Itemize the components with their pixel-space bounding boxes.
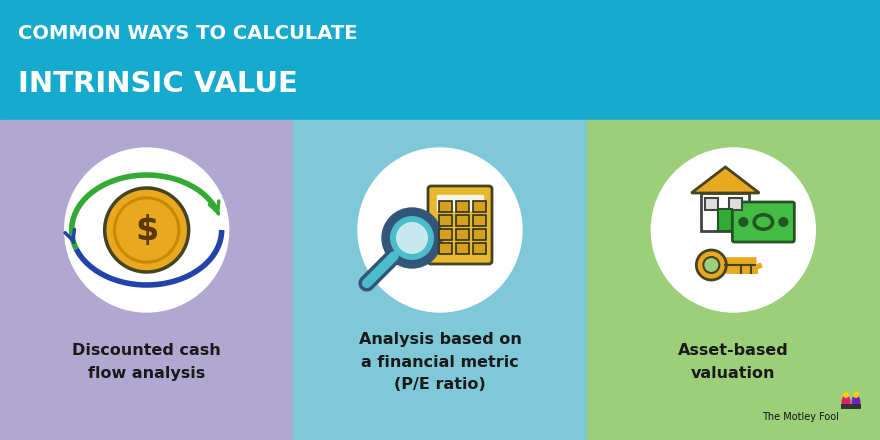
Circle shape bbox=[853, 392, 859, 398]
Bar bbox=[456, 201, 469, 212]
Bar bbox=[456, 215, 469, 226]
Circle shape bbox=[117, 200, 177, 260]
FancyBboxPatch shape bbox=[428, 186, 492, 264]
Bar bbox=[0, 0, 880, 120]
Circle shape bbox=[105, 188, 188, 272]
Circle shape bbox=[738, 217, 748, 227]
FancyBboxPatch shape bbox=[732, 202, 795, 242]
Circle shape bbox=[114, 197, 180, 263]
Bar bbox=[456, 229, 469, 240]
Ellipse shape bbox=[852, 395, 861, 409]
Polygon shape bbox=[692, 167, 759, 193]
Ellipse shape bbox=[841, 395, 850, 409]
Bar bbox=[456, 243, 469, 254]
Bar bbox=[439, 201, 452, 212]
Bar bbox=[439, 215, 452, 226]
Bar bbox=[701, 193, 750, 231]
Bar bbox=[473, 229, 486, 240]
Ellipse shape bbox=[756, 216, 771, 227]
Text: COMMON WAYS TO CALCULATE: COMMON WAYS TO CALCULATE bbox=[18, 24, 357, 43]
Text: Asset-based
valuation: Asset-based valuation bbox=[678, 343, 788, 381]
Bar bbox=[439, 229, 452, 240]
Text: The Motley Fool: The Motley Fool bbox=[762, 412, 839, 422]
Bar bbox=[473, 243, 486, 254]
Circle shape bbox=[390, 216, 434, 260]
Circle shape bbox=[843, 392, 849, 398]
Circle shape bbox=[358, 148, 522, 312]
Bar bbox=[706, 198, 718, 210]
Bar bbox=[730, 198, 743, 210]
Circle shape bbox=[651, 148, 816, 312]
Bar bbox=[293, 120, 587, 440]
Bar bbox=[718, 209, 732, 231]
Text: $: $ bbox=[135, 213, 158, 246]
Circle shape bbox=[64, 148, 229, 312]
Circle shape bbox=[396, 222, 428, 254]
Bar bbox=[473, 215, 486, 226]
Circle shape bbox=[778, 217, 788, 227]
Text: Analysis based on
a financial metric
(P/E ratio): Analysis based on a financial metric (P/… bbox=[358, 332, 522, 392]
Bar bbox=[0, 120, 293, 440]
Bar bbox=[439, 243, 452, 254]
Bar bbox=[841, 404, 861, 409]
Text: Discounted cash
flow analysis: Discounted cash flow analysis bbox=[72, 343, 221, 381]
Bar bbox=[473, 201, 486, 212]
Circle shape bbox=[703, 257, 719, 273]
Text: INTRINSIC VALUE: INTRINSIC VALUE bbox=[18, 70, 297, 98]
Ellipse shape bbox=[752, 213, 774, 231]
Circle shape bbox=[696, 250, 726, 280]
Circle shape bbox=[382, 208, 442, 268]
Bar bbox=[437, 195, 483, 210]
Bar bbox=[587, 120, 880, 440]
